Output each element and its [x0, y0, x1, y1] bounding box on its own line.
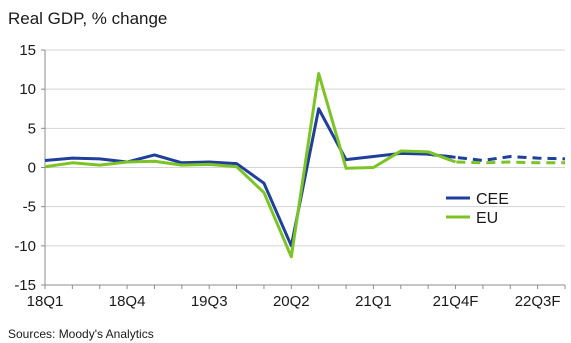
legend-label-eu: EU [476, 210, 498, 227]
x-tick-label: 21Q1 [355, 293, 392, 310]
x-tick-label: 18Q4 [109, 293, 146, 310]
series-line-eu [44, 72, 457, 259]
x-axis-tick-labels: 18Q1 18Q4 19Q3 20Q2 21Q1 21Q4F 22Q3F [27, 293, 561, 310]
x-tick-label: 20Q2 [273, 293, 310, 310]
y-tick-label: -15 [14, 277, 36, 294]
source-note: Sources: Moody's Analytics [8, 327, 154, 341]
x-tick-label: 18Q1 [27, 293, 64, 310]
series-lines [44, 72, 566, 259]
y-tick-label: 10 [19, 81, 36, 98]
y-tick-label: 15 [19, 42, 36, 59]
legend: CEE EU [446, 191, 509, 227]
x-tick-label: 19Q3 [191, 293, 228, 310]
y-axis-tick-labels: -15 -10 -5 0 5 10 15 [14, 42, 36, 294]
legend-label-cee: CEE [476, 191, 509, 208]
series-line-cee [44, 107, 456, 248]
chart-title: Real GDP, % change [8, 9, 167, 28]
y-tick-label: 0 [28, 160, 36, 177]
axes [41, 49, 566, 289]
x-tick-label: 22Q3F [515, 293, 561, 310]
y-tick-label: -10 [14, 238, 36, 255]
x-tick-label: 21Q4F [433, 293, 479, 310]
y-tick-label: 5 [28, 120, 36, 137]
series-forecast-line-cee [427, 152, 566, 162]
y-tick-label: -5 [23, 199, 36, 216]
